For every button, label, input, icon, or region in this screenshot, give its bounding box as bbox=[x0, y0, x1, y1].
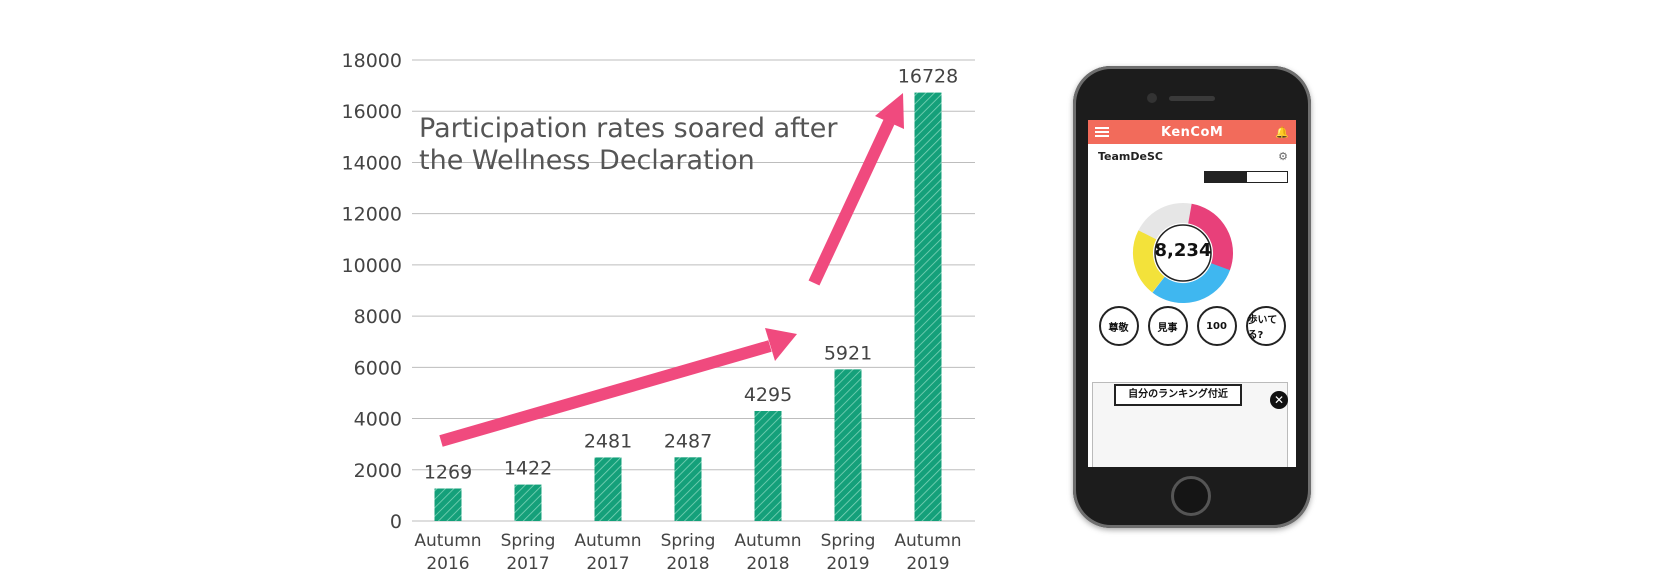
y-tick-label: 14000 bbox=[342, 152, 402, 174]
category-label-year: 2019 bbox=[826, 554, 869, 574]
bar bbox=[594, 457, 622, 521]
category-label-season: Autumn bbox=[574, 531, 641, 551]
trend-arrow-shaft bbox=[808, 119, 895, 286]
category-label-year: 2017 bbox=[506, 554, 549, 574]
bar-chart: 0 2000 4000 6000 8000 10000 12000 14000 16000 180… bbox=[342, 50, 975, 574]
value-label: 1269 bbox=[424, 461, 472, 483]
y-tick-label: 4000 bbox=[354, 409, 402, 431]
steps-donut: 8,234 bbox=[1130, 200, 1236, 306]
bar bbox=[434, 488, 462, 521]
donut-graphic bbox=[1133, 203, 1233, 303]
value-label: 4295 bbox=[744, 384, 792, 406]
bar bbox=[514, 484, 542, 521]
annotation-line-1: Participation rates soared after bbox=[419, 113, 838, 144]
stamp-100[interactable]: 100 bbox=[1196, 306, 1237, 346]
phone-screen: KenCoM 🔔 TeamDeSC ⚙ 8,234 尊敬 見事 100 歩い bbox=[1088, 120, 1296, 467]
category-label-season: Spring bbox=[501, 531, 556, 551]
period-tabs bbox=[1088, 171, 1288, 183]
category-label-year: 2019 bbox=[906, 554, 949, 574]
team-row: TeamDeSC ⚙ bbox=[1088, 144, 1296, 165]
bar bbox=[674, 457, 702, 521]
value-label: 2487 bbox=[664, 430, 712, 452]
y-tick-label: 6000 bbox=[354, 357, 402, 379]
value-label: 2481 bbox=[584, 430, 632, 452]
y-tick-label: 12000 bbox=[342, 204, 402, 226]
y-tick-label: 8000 bbox=[354, 306, 402, 328]
stamp-walking[interactable]: 歩いてる? bbox=[1245, 306, 1286, 346]
speaker-icon bbox=[1169, 96, 1215, 101]
value-labels: 1269 1422 2481 2487 4295 5921 16728 bbox=[424, 66, 958, 484]
category-label-year: 2018 bbox=[666, 554, 709, 574]
category-label-season: Autumn bbox=[894, 531, 961, 551]
bar bbox=[914, 92, 942, 521]
stamp-great[interactable]: 見事 bbox=[1147, 306, 1188, 346]
category-label-season: Autumn bbox=[734, 531, 801, 551]
bars bbox=[434, 92, 942, 521]
menu-icon[interactable] bbox=[1095, 127, 1109, 137]
team-name: TeamDeSC bbox=[1098, 150, 1163, 163]
gear-icon[interactable]: ⚙ bbox=[1278, 150, 1288, 163]
category-label-season: Spring bbox=[821, 531, 876, 551]
y-tick-label: 18000 bbox=[342, 50, 402, 72]
steps-average: 8,234 bbox=[1154, 240, 1212, 261]
category-label-year: 2018 bbox=[746, 554, 789, 574]
home-button[interactable] bbox=[1171, 476, 1211, 516]
bar bbox=[834, 369, 862, 521]
trend-arrows bbox=[439, 93, 904, 447]
value-label: 16728 bbox=[898, 66, 958, 88]
trend-arrow-head bbox=[875, 93, 904, 129]
category-label-year: 2016 bbox=[426, 554, 469, 574]
y-tick-label: 10000 bbox=[342, 255, 402, 277]
trend-arrow-head bbox=[765, 328, 797, 361]
category-label-season: Spring bbox=[661, 531, 716, 551]
value-label: 1422 bbox=[504, 458, 552, 480]
y-tick-label: 0 bbox=[390, 511, 402, 533]
category-label-year: 2017 bbox=[586, 554, 629, 574]
close-icon[interactable]: ✕ bbox=[1270, 391, 1288, 409]
ranking-banner: 自分のランキング付近 bbox=[1114, 384, 1242, 406]
x-axis-categories: Autumn 2016 Spring 2017 Autumn 2017 Spring 2018… bbox=[414, 531, 961, 574]
value-label: 5921 bbox=[824, 342, 872, 364]
app-header: KenCoM 🔔 bbox=[1088, 120, 1296, 144]
tab-today[interactable] bbox=[1204, 171, 1246, 183]
app-logo: KenCoM bbox=[1160, 124, 1224, 140]
tab-yesterday[interactable] bbox=[1246, 171, 1288, 183]
bar bbox=[754, 411, 782, 521]
smartphone-mockup: KenCoM 🔔 TeamDeSC ⚙ 8,234 尊敬 見事 100 歩い bbox=[1073, 66, 1311, 528]
annotation-line-2: the Wellness Declaration bbox=[419, 145, 755, 176]
camera-icon bbox=[1147, 93, 1157, 103]
y-tick-label: 16000 bbox=[342, 101, 402, 123]
y-axis-ticks: 0 2000 4000 6000 8000 10000 12000 14000 16000 180… bbox=[342, 50, 402, 533]
bell-icon[interactable]: 🔔 bbox=[1275, 125, 1289, 139]
stamp-respect[interactable]: 尊敬 bbox=[1098, 306, 1139, 346]
y-tick-label: 2000 bbox=[354, 460, 402, 482]
trend-arrow-shaft bbox=[439, 340, 772, 447]
category-label-season: Autumn bbox=[414, 531, 481, 551]
stamp-row: 尊敬 見事 100 歩いてる? bbox=[1088, 306, 1296, 346]
